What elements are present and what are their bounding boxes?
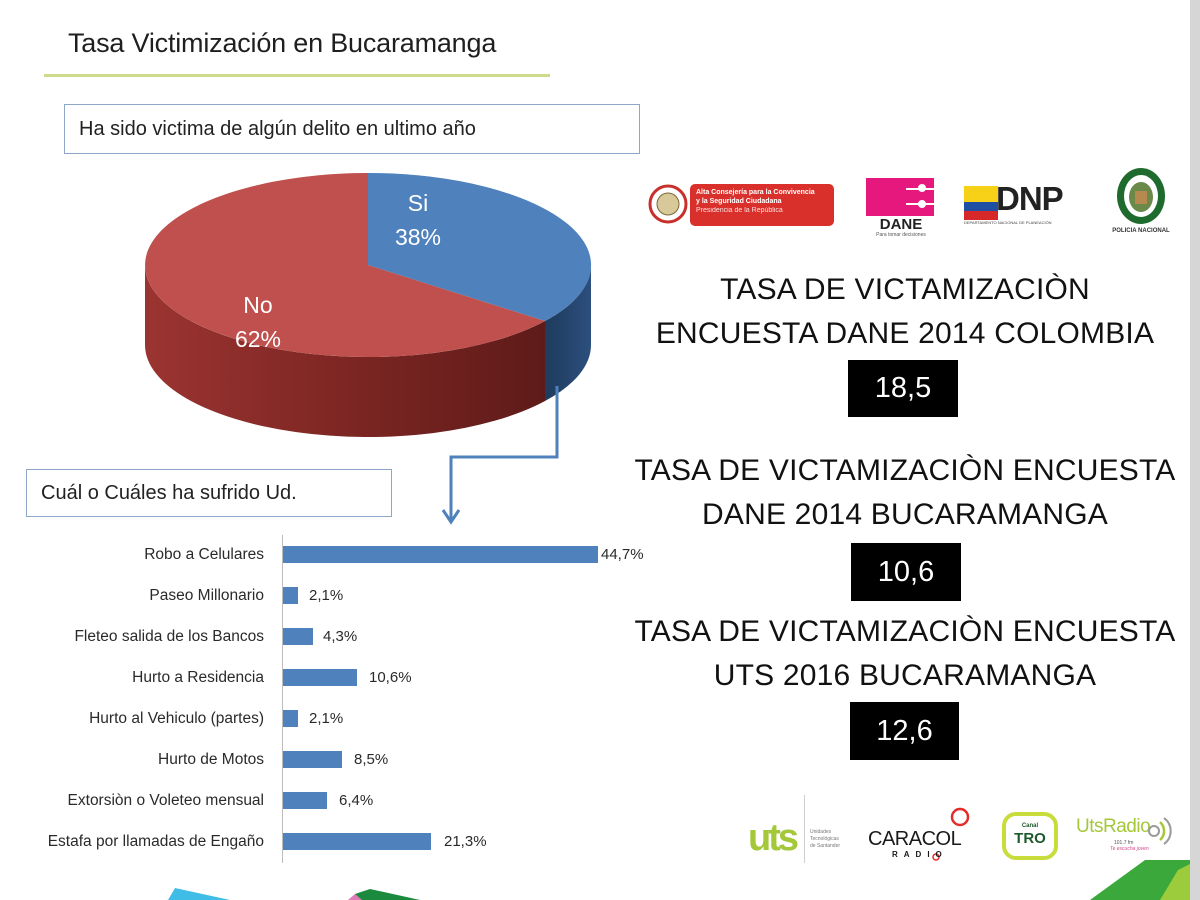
title-underline <box>44 74 550 77</box>
bar-row: Hurto al Vehiculo (partes) 2,1% <box>0 699 700 740</box>
logo-text: Presidencia de la República <box>696 207 783 214</box>
bar-label: Hurto de Motos <box>158 751 264 768</box>
bar-row: Fleteo salida de los Bancos 4,3% <box>0 617 700 658</box>
stat-heading-line: DANE 2014 BUCARAMANGA <box>702 498 1108 531</box>
connector-arrow <box>449 386 559 520</box>
bar <box>283 833 431 850</box>
logo-text: Unidades <box>810 829 832 835</box>
stat-heading-uts-bucaramanga: TASA DE VICTAMIZACIÒN ENCUESTA UTS 2016 … <box>620 610 1190 698</box>
decorative-footer-shapes <box>168 860 1190 900</box>
slide-edge-strip <box>1190 0 1200 900</box>
question-text: Ha sido victima de algún delito en ultim… <box>79 117 476 140</box>
logo-caracol-radio: CARACOL RADIO <box>868 806 978 862</box>
bar-label: Hurto a Residencia <box>132 669 264 686</box>
logo-text: uts <box>748 817 799 859</box>
stat-heading-line: TASA DE VICTAMIZACIÒN <box>720 273 1090 306</box>
pie-label-no: No 62% <box>226 288 290 356</box>
logo-text: POLICIA NACIONAL <box>1112 228 1170 234</box>
logo-dane: DANE Para tomar decisiones <box>866 176 936 238</box>
pie-label-no-pct: 62% <box>234 326 282 352</box>
bar <box>283 546 598 563</box>
bar-row: Estafa por llamadas de Engaño 21,3% <box>0 822 700 863</box>
stat-heading-dane-bucaramanga: TASA DE VICTAMIZACIÒN ENCUESTA DANE 2014… <box>620 449 1190 537</box>
logo-text: Alta Consejería para la Convivencia <box>696 189 815 196</box>
bar-label: Estafa por llamadas de Engaño <box>47 833 264 850</box>
stat-heading-line: TASA DE VICTAMIZACIÒN ENCUESTA <box>634 454 1176 487</box>
logo-text: RADIO <box>892 850 948 859</box>
stat-value-uts-bucaramanga: 12,6 <box>850 702 959 760</box>
pie-label-no-name: No <box>243 292 273 318</box>
bar <box>283 669 357 686</box>
logo-canal-tro: Canal TRO <box>1002 812 1058 860</box>
pie-label-si-pct: 38% <box>394 224 442 250</box>
bar-row: Hurto de Motos 8,5% <box>0 740 700 781</box>
logo-text: TRO <box>1014 830 1046 847</box>
bar-value: 2,1% <box>309 710 344 727</box>
bar <box>283 587 298 604</box>
bar-value: 2,1% <box>309 587 344 604</box>
pie-slice-si <box>368 173 592 321</box>
logo-policia: POLICIA NACIONAL <box>1100 166 1182 242</box>
slide-title: Tasa Victimización en Bucaramanga <box>68 28 497 58</box>
bar-value: 21,3% <box>444 833 487 850</box>
logo-text: Canal <box>1021 823 1039 829</box>
logo-text: UtsRadio <box>1076 816 1151 837</box>
stat-heading-colombia: TASA DE VICTAMIZACIÒN ENCUESTA DANE 2014… <box>620 268 1190 356</box>
bar-label: Hurto al Vehiculo (partes) <box>89 710 264 727</box>
bar-value: 44,7% <box>601 546 644 563</box>
question-text: Cuál o Cuáles ha sufrido Ud. <box>41 481 297 504</box>
logo-text: DNP <box>996 180 1064 217</box>
pie-label-si-name: Si <box>407 190 429 216</box>
pie-label-si: Si 38% <box>390 186 446 254</box>
bar-label: Extorsiòn o Voleteo mensual <box>67 792 264 809</box>
logo-text: Para tomar decisiones <box>876 232 926 238</box>
stat-heading-line: ENCUESTA DANE 2014 COLOMBIA <box>655 317 1155 350</box>
logo-text: DEPARTAMENTO NACIONAL DE PLANEACIÓN <box>964 220 1052 225</box>
stat-value-dane-bucaramanga: 10,6 <box>851 543 961 601</box>
pie-slice-no <box>145 173 546 357</box>
stat-value-colombia: 18,5 <box>848 360 958 417</box>
logo-uts: uts Unidades Tecnológicas de Santander <box>748 795 858 863</box>
bar-row: Robo a Celulares 44,7% <box>0 535 700 576</box>
bar-label: Robo a Celulares <box>144 546 264 563</box>
bar <box>283 792 327 809</box>
logo-divider <box>804 795 805 863</box>
bar-value: 10,6% <box>369 669 412 686</box>
logo-uts-radio: UtsRadio 101.7 fm Te escucha joven <box>1076 814 1176 860</box>
logo-text: de Santander <box>810 843 841 849</box>
arrow-head-icon <box>441 509 461 525</box>
logo-text: Te escucha joven <box>1110 846 1149 852</box>
bar-chart-axis <box>282 535 283 863</box>
question-box-crimes: Cuál o Cuáles ha sufrido Ud. <box>26 469 392 517</box>
bar-value: 8,5% <box>354 751 389 768</box>
bar-row: Extorsiòn o Voleteo mensual 6,4% <box>0 781 700 822</box>
logo-consejeria: Alta Consejería para la Convivencia y la… <box>648 180 834 230</box>
bar-label: Paseo Millonario <box>149 587 264 604</box>
pie-side <box>144 265 591 438</box>
logo-text: CARACOL <box>868 828 962 850</box>
bar-row: Hurto a Residencia 10,6% <box>0 658 700 699</box>
bar-value: 4,3% <box>323 628 358 645</box>
logo-text: Tecnológicas <box>810 836 839 842</box>
bar-row: Paseo Millonario 2,1% <box>0 576 700 617</box>
bar <box>283 628 313 645</box>
logo-text: y la Seguridad Ciudadana <box>696 198 782 205</box>
logo-text: DANE <box>879 216 923 233</box>
logo-text: 101.7 fm <box>1114 840 1134 846</box>
bar <box>283 751 342 768</box>
bar-label: Fleteo salida de los Bancos <box>74 628 264 645</box>
logo-dnp: DNP DEPARTAMENTO NACIONAL DE PLANEACIÓN <box>964 180 1074 228</box>
stat-heading-line: TASA DE VICTAMIZACIÒN ENCUESTA <box>634 615 1176 648</box>
bar <box>283 710 298 727</box>
question-box-victim: Ha sido victima de algún delito en ultim… <box>64 104 640 154</box>
bar-value: 6,4% <box>339 792 374 809</box>
stat-heading-line: UTS 2016 BUCARAMANGA <box>713 659 1097 692</box>
